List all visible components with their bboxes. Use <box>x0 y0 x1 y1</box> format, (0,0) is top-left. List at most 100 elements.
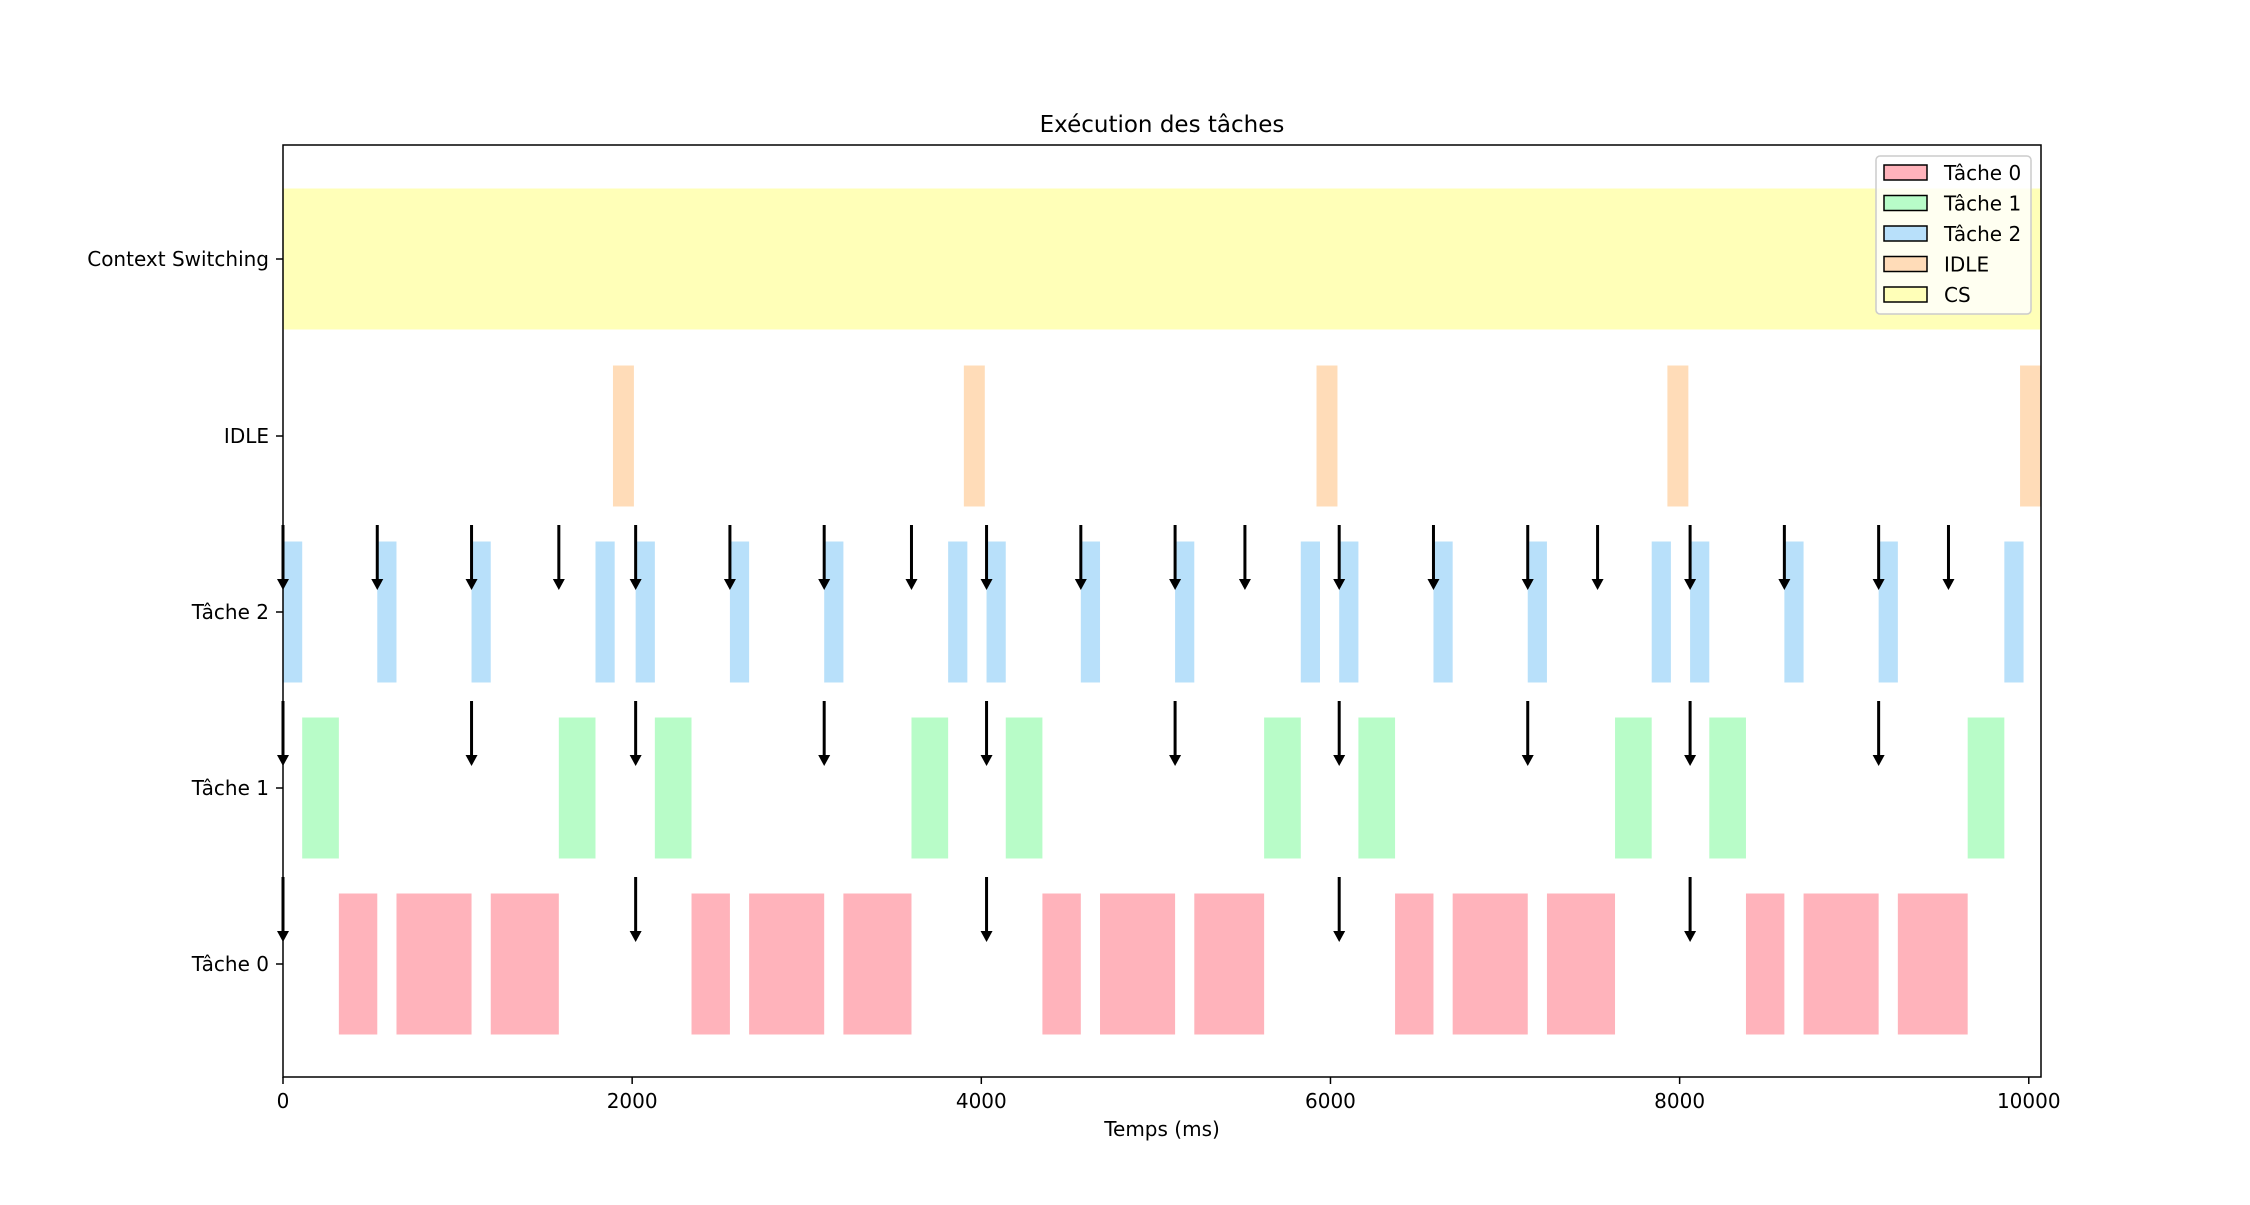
arrival-arrow-t2 <box>552 525 565 590</box>
arrival-arrow-t1 <box>1872 701 1885 766</box>
plot-frame <box>282 144 2042 1078</box>
arrival-arrow-t1 <box>629 701 642 766</box>
bar-t2 <box>471 541 491 683</box>
bar-t2 <box>986 541 1006 683</box>
arrival-arrow-t2 <box>723 525 736 590</box>
arrival-arrow-t2 <box>1074 525 1087 590</box>
bar-t0 <box>338 893 378 1035</box>
arrival-arrow-t2 <box>371 525 384 590</box>
arrival-arrow-t2 <box>905 525 918 590</box>
bar-t2 <box>595 541 615 683</box>
arrival-arrow-t2 <box>980 525 993 590</box>
arrival-arrow-t0 <box>1684 877 1697 942</box>
legend-swatch <box>1883 255 1928 273</box>
bar-t1 <box>1005 717 1043 859</box>
legend-swatch <box>1883 164 1928 181</box>
y-tick-label: Tâche 2 <box>191 600 269 624</box>
arrival-arrow-t1 <box>1169 701 1182 766</box>
arrival-arrow-t2 <box>1942 525 1955 590</box>
bar-t2 <box>635 541 655 683</box>
bar-t2 <box>1080 541 1101 683</box>
x-axis-label: Temps (ms) <box>1103 1117 1220 1141</box>
bars-layer <box>283 188 2041 1035</box>
arrival-arrow-t1 <box>980 701 993 766</box>
bar-t0 <box>1803 893 1879 1035</box>
arrival-arrow-t2 <box>465 525 478 590</box>
arrival-arrow-t2 <box>1333 525 1346 590</box>
bar-t0 <box>1546 893 1616 1035</box>
y-tick-label: Context Switching <box>87 247 269 271</box>
bar-idle <box>963 365 985 507</box>
bar-idle <box>1667 365 1689 507</box>
bar-t2 <box>1527 541 1547 683</box>
bar-t2 <box>1339 541 1359 683</box>
chart-title: Exécution des tâches <box>1040 112 1285 138</box>
bar-t2 <box>377 541 397 683</box>
arrival-arrow-t2 <box>1872 525 1885 590</box>
x-tick-label: 4000 <box>956 1089 1007 1113</box>
arrival-arrow-t1 <box>818 701 831 766</box>
bar-cs <box>283 188 2041 330</box>
bar-t2 <box>729 541 750 683</box>
arrival-arrow-t2 <box>1591 525 1604 590</box>
legend-label: Tâche 1 <box>1943 192 2021 216</box>
bar-t0 <box>490 893 559 1035</box>
bar-t0 <box>1100 893 1176 1035</box>
arrival-arrow-t1 <box>1684 701 1697 766</box>
bar-t0 <box>1897 893 1968 1035</box>
arrival-arrow-t0 <box>629 877 642 942</box>
y-tick-label: Tâche 1 <box>191 776 269 800</box>
legend-label: Tâche 0 <box>1943 161 2021 185</box>
legend-swatch <box>1883 225 1928 242</box>
bar-idle <box>2020 365 2041 507</box>
arrival-arrow-t0 <box>1333 877 1346 942</box>
y-axis: Context Switching IDLE Tâche 2 Tâche 1 Tâche… <box>87 247 283 976</box>
arrival-arrow-t1 <box>1333 701 1346 766</box>
bar-t0 <box>691 893 730 1035</box>
arrival-arrow-t0 <box>980 877 993 942</box>
bar-t1 <box>1358 717 1396 859</box>
bar-t2 <box>1690 541 1710 683</box>
bar-t2 <box>1300 541 1320 683</box>
bar-t2 <box>1651 541 1671 683</box>
bar-t0 <box>396 893 472 1035</box>
arrival-arrow-t2 <box>629 525 642 590</box>
legend-swatch <box>1883 286 1928 303</box>
bar-t1 <box>1615 717 1652 859</box>
bar-t2 <box>948 541 968 683</box>
y-tick-label: IDLE <box>224 424 269 448</box>
bar-t0 <box>1042 893 1081 1035</box>
bar-t2 <box>283 541 303 683</box>
bar-t1 <box>654 717 692 859</box>
legend-label: IDLE <box>1944 253 1989 277</box>
x-axis: 0 2000 4000 6000 8000 10000 <box>277 1077 2061 1113</box>
x-tick-label: 10000 <box>1997 1089 2061 1113</box>
arrival-arrow-t2 <box>1778 525 1791 590</box>
arrival-arrow-t1 <box>1521 701 1534 766</box>
arrival-arrow-t2 <box>1684 525 1697 590</box>
bar-t0 <box>1452 893 1528 1035</box>
bar-idle <box>612 365 634 507</box>
bar-t2 <box>1175 541 1195 683</box>
bar-t1 <box>911 717 949 859</box>
arrival-arrow-t2 <box>818 525 831 590</box>
bar-t2 <box>2004 541 2024 683</box>
arrival-arrow-t2 <box>1238 525 1251 590</box>
bar-t2 <box>1784 541 1804 683</box>
bar-t0 <box>843 893 912 1035</box>
bar-t0 <box>1745 893 1785 1035</box>
arrival-arrow-t2 <box>1521 525 1534 590</box>
legend-label: CS <box>1944 283 1971 307</box>
legend: Tâche 0 Tâche 1 Tâche 2 IDLE CS <box>1875 155 2032 315</box>
y-tick-label: Tâche 0 <box>191 952 269 976</box>
arrival-arrow-t1 <box>465 701 478 766</box>
bar-t1 <box>302 717 339 859</box>
bar-t0 <box>749 893 825 1035</box>
bar-idle <box>1316 365 1338 507</box>
bar-t0 <box>1395 893 1434 1035</box>
bar-t1 <box>1709 717 1746 859</box>
bar-t1 <box>558 717 596 859</box>
legend-label: Tâche 2 <box>1943 222 2021 246</box>
